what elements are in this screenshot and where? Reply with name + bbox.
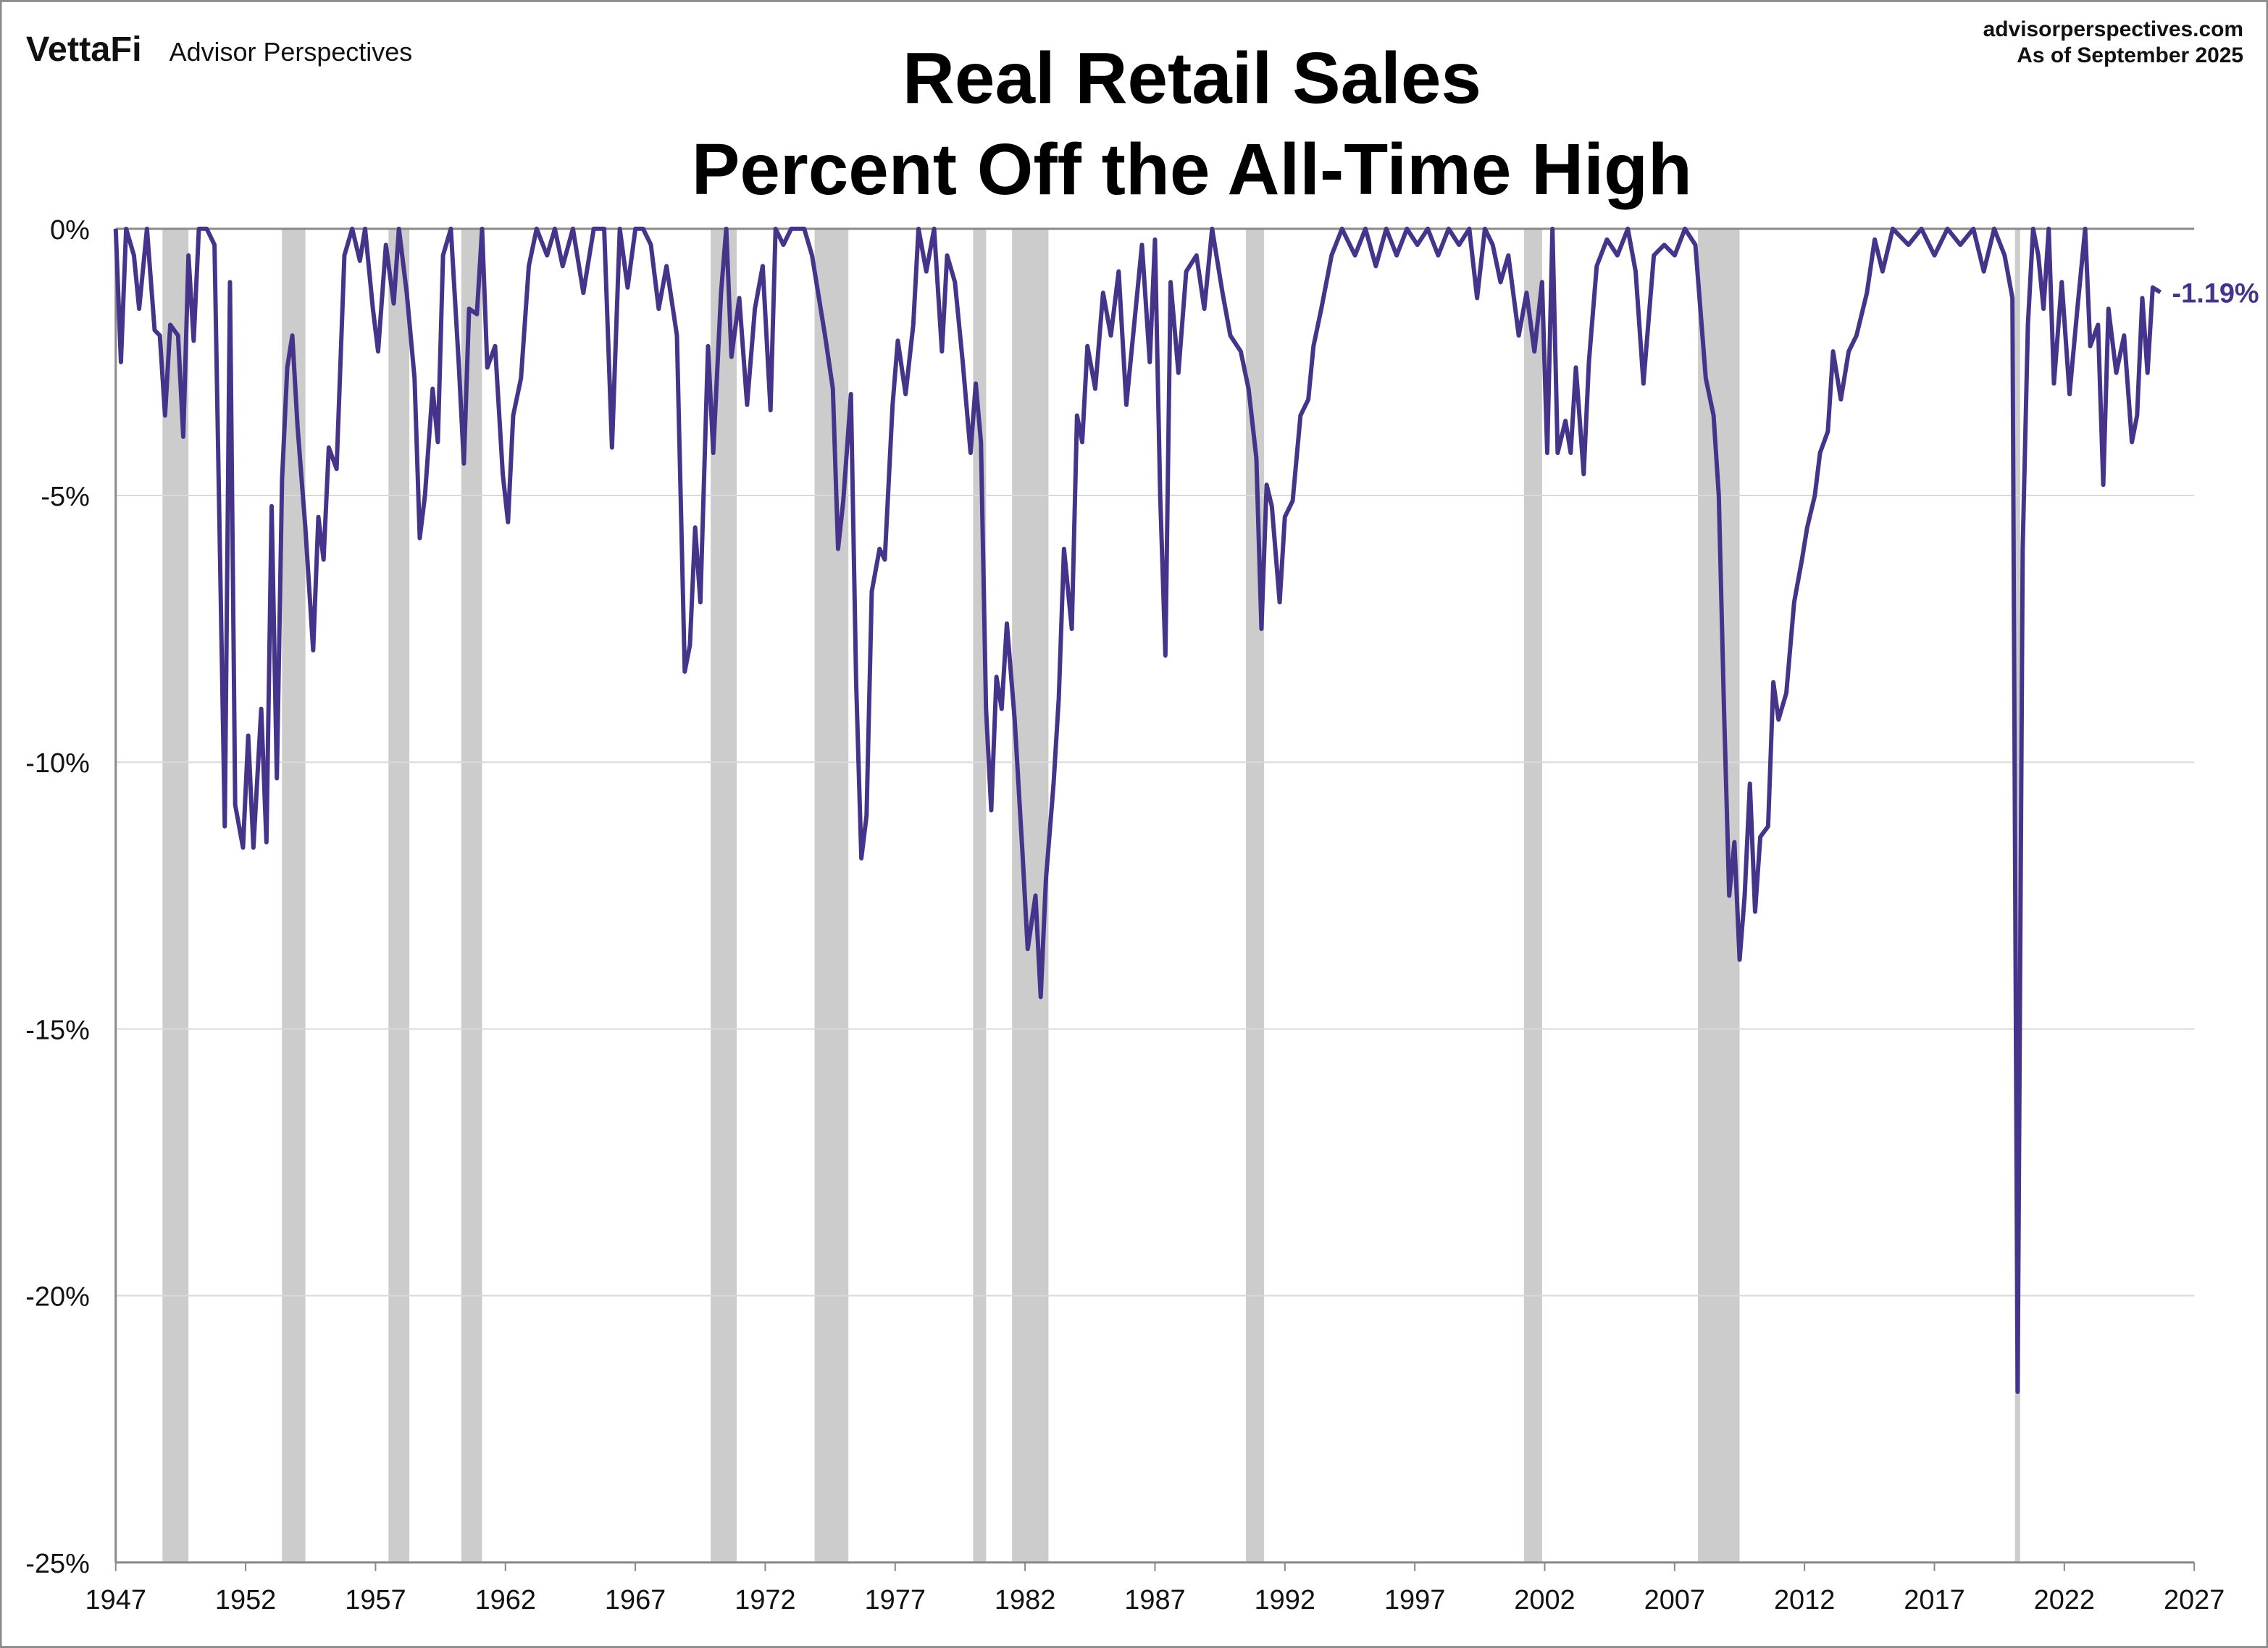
recession-band — [1523, 228, 1542, 1563]
x-tick-label: 2022 — [2034, 1585, 2095, 1615]
x-tick-label: 1997 — [1384, 1585, 1445, 1615]
recession-band — [162, 228, 189, 1563]
as-of-date: As of September 2025 — [2017, 43, 2243, 67]
chart-title: Real Retail Sales — [903, 38, 1481, 119]
recession-band — [814, 228, 849, 1563]
series-line — [113, 226, 2162, 1394]
x-tick-label: 1967 — [605, 1585, 666, 1615]
y-axis: 0% -5% -10% -15% -20% -25% — [25, 215, 90, 1579]
x-tick-label: 1977 — [865, 1585, 926, 1615]
recession-band — [388, 228, 410, 1563]
last-value-label: -1.19% — [2172, 278, 2259, 309]
recession-band — [1012, 228, 1049, 1563]
y-tick-label: 0% — [50, 215, 90, 246]
x-tick-label: 2027 — [2164, 1585, 2225, 1615]
x-tick-label: 2002 — [1514, 1585, 1575, 1615]
x-tick-label: 1972 — [735, 1585, 795, 1615]
x-tick-label: 2017 — [1904, 1585, 1964, 1615]
chart-subtitle: Percent Off the All-Time High — [692, 130, 1692, 210]
x-tick-label: 2007 — [1644, 1585, 1705, 1615]
x-tick-label: 2012 — [1774, 1585, 1835, 1615]
x-axis: 1947 1952 1957 1962 1967 1972 1977 1982 1987 1992… — [85, 1562, 2225, 1615]
y-tick-label: -15% — [25, 1015, 90, 1045]
x-tick-label: 1947 — [85, 1585, 146, 1615]
y-tick-label: -20% — [25, 1282, 90, 1313]
recession-band — [1698, 228, 1740, 1563]
site-url: advisorperspectives.com — [1983, 17, 2243, 41]
x-tick-label: 1987 — [1124, 1585, 1185, 1615]
x-tick-label: 1992 — [1255, 1585, 1315, 1615]
logo: VettaFi — [26, 30, 142, 69]
recession-band — [2014, 228, 2020, 1563]
x-tick-label: 1982 — [995, 1585, 1055, 1615]
brand-name: Advisor Perspectives — [170, 37, 413, 67]
x-tick-label: 1962 — [475, 1585, 536, 1615]
y-tick-label: -10% — [25, 748, 90, 779]
x-tick-label: 1952 — [215, 1585, 276, 1615]
y-tick-label: -5% — [41, 482, 89, 512]
x-tick-label: 1957 — [345, 1585, 406, 1615]
y-tick-label: -25% — [25, 1549, 90, 1579]
